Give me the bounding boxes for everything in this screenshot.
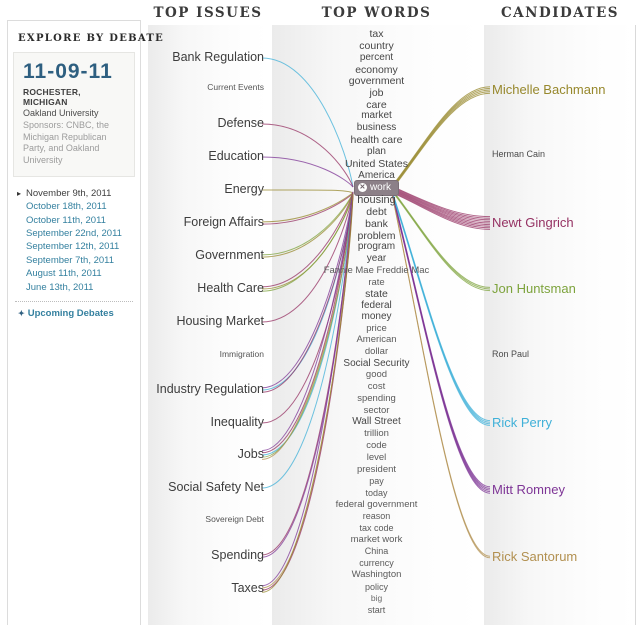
- word-item[interactable]: Fannie Mae Freddie Mac: [323, 265, 430, 276]
- word-item[interactable]: debt: [366, 206, 387, 218]
- word-item[interactable]: health care: [350, 134, 403, 146]
- candidates-panel-background: [484, 25, 636, 625]
- word-item[interactable]: plan: [367, 146, 386, 157]
- word-item[interactable]: tax code: [359, 523, 394, 533]
- word-item[interactable]: level: [366, 452, 387, 463]
- issue-item[interactable]: Energy: [224, 182, 264, 196]
- close-icon[interactable]: ✕: [357, 183, 367, 192]
- issue-item[interactable]: Defense: [217, 116, 264, 130]
- current-debate-card: 11-09-11 ROCHESTER, MICHIGAN Oakland Uni…: [13, 52, 135, 177]
- debate-venue: Oakland University: [23, 108, 99, 118]
- word-item[interactable]: currency: [359, 558, 394, 568]
- word-item[interactable]: country: [359, 40, 394, 52]
- word-item[interactable]: American: [356, 334, 397, 345]
- word-item[interactable]: market: [361, 110, 392, 121]
- debate-date-link[interactable]: September 22nd, 2011: [26, 227, 122, 239]
- issue-item[interactable]: Social Safety Net: [168, 480, 264, 494]
- word-item[interactable]: good: [365, 369, 388, 380]
- word-item[interactable]: program: [357, 241, 396, 252]
- word-item[interactable]: Washington: [351, 569, 402, 580]
- word-item[interactable]: job: [369, 87, 384, 99]
- debate-date-link[interactable]: June 13th, 2011: [26, 281, 94, 293]
- candidate-item[interactable]: Mitt Romney: [492, 482, 565, 497]
- candidate-item[interactable]: Rick Santorum: [492, 549, 578, 564]
- top-words-header: TOP WORDS: [321, 5, 432, 21]
- selected-word-label: work: [369, 182, 392, 193]
- word-item[interactable]: pay: [369, 476, 384, 486]
- word-item[interactable]: China: [364, 546, 389, 556]
- word-item[interactable]: start: [367, 605, 386, 615]
- issue-item[interactable]: Spending: [211, 548, 264, 562]
- upcoming-debates-link[interactable]: ✦ Upcoming Debates: [18, 308, 140, 319]
- issue-item[interactable]: Jobs: [237, 447, 264, 461]
- diamond-icon: ✦: [18, 309, 25, 318]
- debate-date: 11-09-11: [23, 60, 113, 83]
- selected-word-pointer: [392, 186, 398, 192]
- word-item[interactable]: United States: [344, 158, 409, 170]
- issue-item[interactable]: Current Events: [207, 82, 264, 92]
- debate-location: ROCHESTER, MICHIGAN: [23, 87, 81, 107]
- word-item[interactable]: code: [366, 440, 387, 451]
- word-item[interactable]: business: [356, 122, 397, 133]
- issues-panel-background: [148, 25, 268, 625]
- debate-date-link[interactable]: September 7th, 2011: [26, 254, 115, 266]
- issue-item[interactable]: Housing Market: [176, 314, 264, 328]
- debate-date-link[interactable]: October 18th, 2011: [26, 201, 107, 213]
- debate-date-link[interactable]: November 9th, 2011: [17, 187, 140, 201]
- candidate-item[interactable]: Jon Huntsman: [492, 281, 576, 296]
- issue-item[interactable]: Foreign Affairs: [183, 215, 264, 229]
- issue-item[interactable]: Health Care: [197, 281, 264, 295]
- word-item[interactable]: bank: [365, 218, 388, 230]
- issue-item[interactable]: Education: [208, 149, 264, 163]
- debate-date-link[interactable]: September 12th, 2011: [26, 241, 120, 253]
- issue-item[interactable]: Industry Regulation: [156, 382, 264, 396]
- word-item[interactable]: money: [361, 311, 392, 322]
- issue-item[interactable]: Taxes: [231, 581, 264, 595]
- word-item[interactable]: Wall Street: [352, 416, 401, 427]
- issue-item[interactable]: Sovereign Debt: [205, 514, 264, 524]
- sidebar-divider: [15, 301, 133, 302]
- issue-item[interactable]: Immigration: [219, 349, 264, 359]
- debate-date-link[interactable]: October 11th, 2011: [26, 214, 106, 226]
- word-item[interactable]: percent: [359, 52, 394, 63]
- explore-by-debate-sidebar: EXPLORE BY DEBATE 11-09-11 ROCHESTER, MI…: [7, 20, 165, 625]
- word-item[interactable]: cost: [367, 381, 386, 392]
- candidate-item[interactable]: Michelle Bachmann: [492, 82, 606, 97]
- word-item[interactable]: reason: [362, 511, 391, 521]
- issue-item[interactable]: Inequality: [210, 415, 264, 429]
- word-item[interactable]: dollar: [364, 346, 389, 357]
- word-item[interactable]: today: [365, 488, 388, 498]
- word-item[interactable]: spending: [357, 393, 396, 404]
- issue-item[interactable]: Government: [195, 248, 264, 262]
- issue-item[interactable]: Bank Regulation: [172, 50, 264, 64]
- debate-date-link[interactable]: August 11th, 2011: [26, 268, 102, 280]
- top-issues-header: TOP ISSUES: [153, 5, 263, 21]
- upcoming-debates-label: Upcoming Debates: [27, 308, 114, 319]
- sidebar-title: EXPLORE BY DEBATE: [18, 33, 165, 44]
- candidate-item[interactable]: Herman Cain: [492, 149, 546, 159]
- candidates-header: CANDIDATES: [500, 5, 620, 21]
- word-item[interactable]: big: [370, 593, 383, 603]
- debate-sponsors: Sponsors: CNBC, the Michigan Republican …: [23, 120, 110, 166]
- word-item[interactable]: year: [366, 253, 387, 264]
- word-item[interactable]: government: [348, 75, 405, 87]
- candidate-item[interactable]: Ron Paul: [492, 349, 530, 359]
- word-item[interactable]: trillion: [364, 428, 389, 439]
- word-item[interactable]: state: [365, 288, 388, 300]
- word-item[interactable]: tax: [369, 28, 384, 40]
- candidate-item[interactable]: Newt Gingrich: [492, 215, 574, 230]
- candidate-item[interactable]: Rick Perry: [492, 415, 552, 430]
- word-item[interactable]: housing: [357, 194, 396, 206]
